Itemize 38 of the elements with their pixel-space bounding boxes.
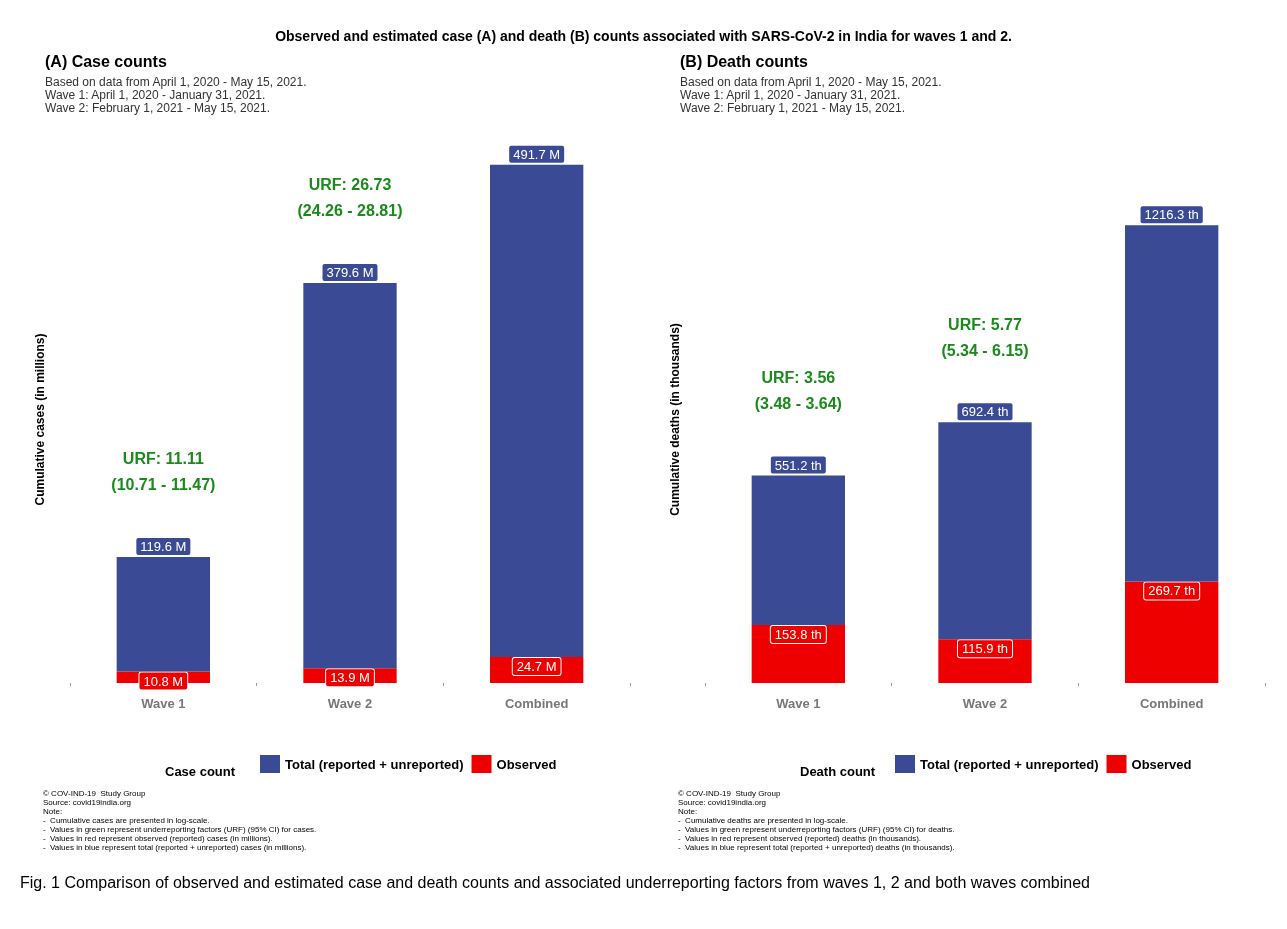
- annotation: URF: 3.56 (3.48 - 3.64): [754, 369, 842, 413]
- caption: Fig. 1 Comparison of observed and estimated case and death counts and associated underreporting factors from waves 1, 2 and both waves combined: [20, 873, 1091, 893]
- data-label: 24.7 M: [516, 658, 557, 674]
- legend-title: Death count: [800, 764, 876, 779]
- x-tick-label: Combined: [1139, 696, 1204, 711]
- chart-title: (B) Death counts: [680, 52, 809, 70]
- legend-label: Total (reported + unreported): [920, 756, 1099, 772]
- y-axis-title: Cumulative cases (in millions): [33, 333, 47, 506]
- annotation: URF: 11.11 (10.71 - 11.47): [111, 450, 216, 494]
- text: Observed and estimated case (A) and death (B) counts associated with SARS-CoV-2 in India for waves 1 and 2.: [274, 28, 1013, 44]
- annotation: URF: 5.77 (5.34 - 6.15): [941, 315, 1029, 359]
- total-label: 379.6 M: [326, 264, 374, 280]
- legend-label: Observed: [1131, 756, 1192, 772]
- y-axis-title: Cumulative deaths (in thousands): [668, 323, 682, 516]
- text: © COV-IND-19 Study Group Source: covid19india.org Note: - Cumulative cases are presented in log-scale. - Values in green represent underreporting factors (URF) (95% CI) for cases. - Values in red represent observed (reported) cases (in millions). - Values in blue represent total (reported + unreported) cases (in millions).: [43, 789, 317, 852]
- x-tick-label: Wave 2: [327, 696, 373, 711]
- legend-label: Observed: [496, 756, 557, 772]
- x-tick-label: Combined: [504, 696, 569, 711]
- data-label: 269.7 th: [1148, 583, 1196, 599]
- total-label: 1216.3 th: [1144, 207, 1199, 223]
- x-tick-label: Wave 1: [776, 696, 821, 711]
- legend-label: Total (reported + unreported): [285, 756, 464, 772]
- text: © COV-IND-19 Study Group Source: covid19india.org Note: - Cumulative deaths are presented in log-scale. - Values in green represent underreporting factors (URF) (95% CI) for deaths. - Values in red represent observed (reported) deaths (in thousands). - Values in blue represent total (reported + unreported) deaths (in thousands).: [678, 789, 955, 852]
- x-tick-label: Wave 1: [141, 696, 186, 711]
- data-label: 153.8 th: [774, 627, 822, 643]
- chart-subtitle: Based on data from April 1, 2020 - May 15, 2021. Wave 1: April 1, 2020 - January 31, 2021. Wave 2: February 1, 2021 - May 15, 2021.: [680, 74, 942, 115]
- bar: [1125, 581, 1219, 683]
- total-label: 692.4 th: [961, 404, 1009, 420]
- total-label: 119.6 M: [140, 538, 187, 554]
- data-label: 13.9 M: [330, 670, 370, 686]
- legend-title: Case count: [165, 764, 236, 779]
- chart-title: (A) Case counts: [45, 52, 167, 70]
- data-label: 115.9 th: [961, 641, 1009, 657]
- chart-subtitle: Based on data from April 1, 2020 - May 15, 2021. Wave 1: April 1, 2020 - January 31, 2021. Wave 2: February 1, 2021 - May 15, 2021.: [45, 74, 307, 115]
- x-tick-label: Wave 2: [962, 696, 1008, 711]
- total-label: 551.2 th: [774, 457, 822, 473]
- annotation: URF: 26.73 (24.26 - 28.81): [297, 176, 403, 220]
- total-label: 491.7 M: [513, 146, 561, 162]
